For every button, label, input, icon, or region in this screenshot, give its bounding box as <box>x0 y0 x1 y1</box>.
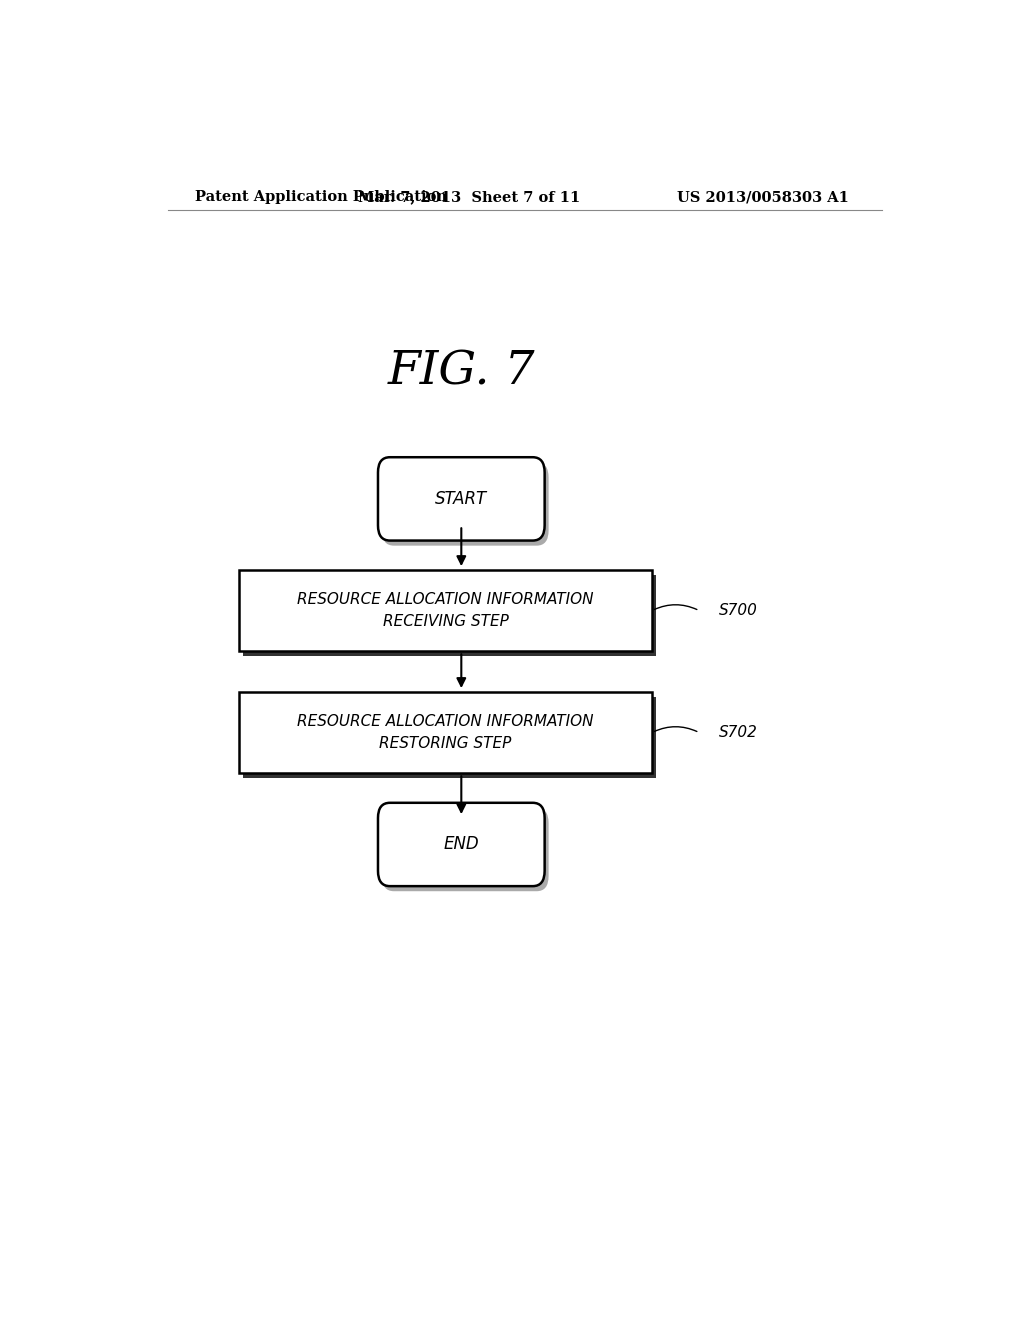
Text: START: START <box>435 490 487 508</box>
Bar <box>243 576 655 656</box>
Text: END: END <box>443 836 479 854</box>
FancyBboxPatch shape <box>378 803 545 886</box>
Text: S700: S700 <box>719 603 758 618</box>
Bar <box>240 570 652 651</box>
Bar <box>243 697 655 779</box>
Bar <box>240 692 652 774</box>
FancyBboxPatch shape <box>378 457 545 541</box>
Text: Mar. 7, 2013  Sheet 7 of 11: Mar. 7, 2013 Sheet 7 of 11 <box>358 190 581 205</box>
Text: S702: S702 <box>719 725 758 741</box>
FancyBboxPatch shape <box>382 808 549 891</box>
Text: FIG. 7: FIG. 7 <box>387 350 536 395</box>
FancyBboxPatch shape <box>382 462 549 545</box>
Text: RESOURCE ALLOCATION INFORMATION
RESTORING STEP: RESOURCE ALLOCATION INFORMATION RESTORIN… <box>297 714 594 751</box>
Text: Patent Application Publication: Patent Application Publication <box>196 190 447 205</box>
Text: RESOURCE ALLOCATION INFORMATION
RECEIVING STEP: RESOURCE ALLOCATION INFORMATION RECEIVIN… <box>297 593 594 630</box>
Text: US 2013/0058303 A1: US 2013/0058303 A1 <box>677 190 849 205</box>
